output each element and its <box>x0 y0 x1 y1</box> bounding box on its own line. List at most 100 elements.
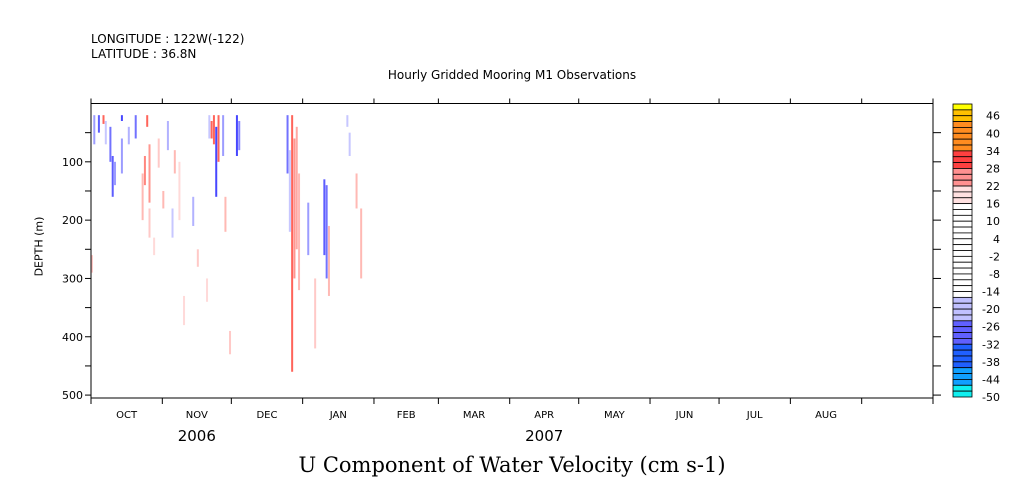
colorbar-bin <box>952 197 973 205</box>
colorbar-bin <box>952 185 973 193</box>
colorbar-bin <box>952 203 973 210</box>
colorbar-bin <box>952 384 973 392</box>
colorbar-bin <box>952 332 973 339</box>
colorbar-bin <box>952 302 973 310</box>
x-tick-label: JUL <box>746 410 763 421</box>
colorbar-bin <box>952 337 973 345</box>
x-tick-label: JAN <box>329 410 347 421</box>
data-streak <box>208 115 211 139</box>
chart-title: Hourly Gridded Mooring M1 Observations <box>387 68 637 82</box>
colorbar-bin <box>952 379 973 386</box>
colorbar-bin <box>952 285 973 292</box>
x-year-label: 2007 <box>525 427 563 445</box>
data-streak <box>286 115 289 174</box>
colorbar-label: -14 <box>982 286 1000 299</box>
data-streak <box>111 155 114 197</box>
colorbar-bin <box>952 162 973 169</box>
colorbar-bin <box>952 232 973 240</box>
data-streak <box>153 237 156 256</box>
data-streak <box>325 185 328 279</box>
data-streak <box>183 295 186 326</box>
colorbar-bin <box>952 115 973 122</box>
x-tick-label: DEC <box>256 410 277 421</box>
colorbar-label: 40 <box>986 127 1000 140</box>
colorbar-bin <box>952 326 973 333</box>
data-streak <box>141 173 144 221</box>
data-streak <box>148 144 151 203</box>
x-tick-label: MAR <box>463 410 485 421</box>
x-tick-label: FEB <box>397 410 416 421</box>
data-streak <box>217 115 220 162</box>
data-streak <box>222 115 225 156</box>
colorbar-label: -50 <box>982 391 1000 404</box>
x-tick-label: MAY <box>604 410 626 421</box>
colorbar-bin <box>952 355 973 363</box>
y-tick-label: 300 <box>62 272 83 285</box>
colorbar-label: 4 <box>993 233 1000 246</box>
data-streak <box>91 255 93 273</box>
data-streak <box>295 126 298 250</box>
colorbar-bin <box>952 390 973 398</box>
data-streak <box>229 330 232 355</box>
colorbar-bin <box>952 156 973 164</box>
data-streak <box>173 150 176 174</box>
colorbar-bin <box>952 121 973 128</box>
colorbar-label: 10 <box>986 215 1000 228</box>
colorbar-bin <box>952 244 973 251</box>
colorbar-bin <box>952 373 973 380</box>
colorbar-bin <box>952 127 973 134</box>
colorbar-bin <box>952 314 973 322</box>
colorbar-bin <box>952 361 973 369</box>
x-tick-label: NOV <box>186 410 208 421</box>
data-streak <box>93 115 96 145</box>
x-tick-label: AUG <box>815 410 837 421</box>
colorbar-bin <box>952 220 973 228</box>
data-streak <box>307 202 310 256</box>
colorbar-label: -8 <box>989 268 1000 281</box>
colorbar-bin <box>952 267 973 275</box>
colorbar-bin <box>952 367 973 374</box>
chart-subtitle: U Component of Water Velocity (cm s-1) <box>298 453 726 477</box>
colorbar-label: 28 <box>986 162 1000 175</box>
x-tick-label: OCT <box>116 410 138 421</box>
data-streak <box>157 138 160 168</box>
colorbar-label: -44 <box>982 373 1000 386</box>
data-streak <box>238 120 241 151</box>
data-streak <box>288 150 291 232</box>
data-streak <box>104 120 107 145</box>
colorbar-bin <box>952 144 973 152</box>
data-streak <box>327 225 330 296</box>
data-streak <box>134 115 137 139</box>
data-streak <box>235 115 238 156</box>
data-streak <box>323 179 326 256</box>
colorbar-bin <box>952 168 973 175</box>
colorbar-label: -20 <box>982 303 1000 316</box>
colorbar-bin <box>952 138 973 146</box>
colorbar-bin <box>952 238 973 246</box>
data-streak <box>109 126 112 162</box>
colorbar-bin <box>952 291 973 298</box>
data-streak <box>148 208 151 238</box>
colorbar-bin <box>952 209 973 216</box>
data-streak <box>166 120 169 151</box>
data-streak <box>120 138 123 174</box>
colorbar-bin <box>952 273 973 281</box>
y-tick-label: 100 <box>62 156 83 169</box>
data-streak <box>355 173 358 209</box>
data-streak <box>114 161 117 186</box>
data-streak <box>348 132 351 156</box>
data-streak <box>206 278 209 302</box>
data-streak <box>143 155 146 186</box>
colorbar-bin <box>952 296 973 304</box>
data-streak <box>102 115 105 124</box>
latitude-label: LATITUDE : 36.8N <box>91 47 197 61</box>
colorbar-label: 22 <box>986 180 1000 193</box>
colorbar-bin <box>952 320 973 328</box>
data-streak <box>162 190 165 209</box>
data-streak <box>212 115 215 145</box>
colorbar-label: -38 <box>982 356 1000 369</box>
colorbar-bin <box>952 173 973 181</box>
data-streak <box>293 138 296 279</box>
data-streak <box>192 196 195 226</box>
